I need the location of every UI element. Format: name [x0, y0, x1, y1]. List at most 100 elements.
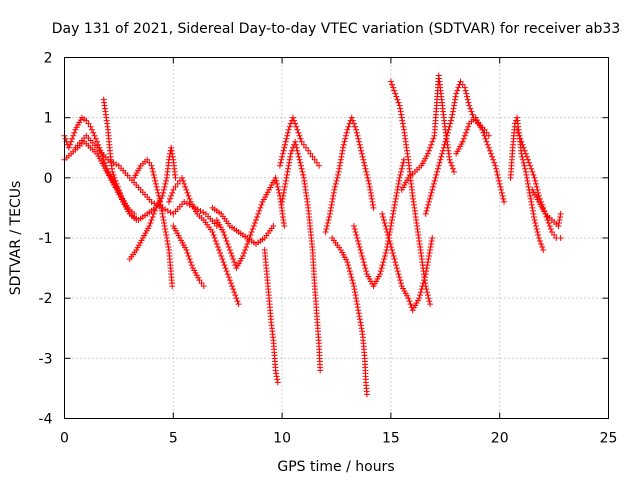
data-point: [551, 231, 558, 238]
data-point: [281, 183, 288, 190]
data-point: [485, 144, 492, 151]
data-point: [342, 132, 349, 139]
data-point: [395, 271, 402, 278]
data-point: [439, 147, 446, 154]
data-point: [482, 135, 489, 142]
data-point: [545, 219, 552, 226]
data-point: [305, 147, 312, 154]
data-point: [222, 265, 229, 272]
series-arc-m: [279, 138, 324, 374]
data-point: [354, 238, 361, 245]
data-point: [424, 292, 431, 299]
data-point: [518, 138, 525, 145]
data-point: [463, 90, 470, 97]
data-point: [452, 96, 459, 103]
data-point: [332, 180, 339, 187]
chart-title: Day 131 of 2021, Sidereal Day-to-day VTE…: [52, 21, 621, 37]
data-point: [150, 210, 157, 217]
data-point: [353, 129, 360, 136]
data-point: [367, 189, 374, 196]
data-point: [344, 259, 351, 266]
data-point: [441, 141, 448, 148]
data-point: [523, 174, 530, 181]
data-point: [213, 241, 220, 248]
data-point: [163, 235, 170, 241]
data-point: [392, 198, 399, 205]
data-point: [495, 177, 502, 184]
data-point: [220, 259, 227, 266]
data-point: [221, 262, 228, 269]
data-point: [346, 265, 353, 272]
y-tick-label: -2: [39, 291, 53, 307]
series-arc-c: [100, 96, 159, 223]
data-point: [256, 207, 263, 214]
data-point: [342, 135, 349, 142]
data-point: [354, 132, 361, 139]
data-point: [328, 201, 335, 208]
data-point: [418, 286, 425, 293]
data-point: [231, 259, 238, 266]
data-point: [234, 298, 241, 305]
data-point: [71, 129, 78, 136]
data-point: [362, 265, 369, 272]
data-point: [397, 105, 404, 112]
data-point: [281, 222, 288, 229]
tick-labels: 0 5 10 15 20 25 -4 -3 -2 -1 0 1 2: [39, 51, 618, 447]
data-point: [529, 207, 536, 214]
series-arc-i: [213, 174, 288, 272]
data-point: [393, 93, 400, 100]
data-point: [286, 159, 293, 166]
data-point: [515, 129, 522, 136]
data-point: [169, 189, 176, 196]
data-point: [368, 192, 375, 199]
data-point: [450, 105, 457, 112]
data-point: [377, 271, 384, 278]
data-point: [277, 159, 284, 166]
data-point: [353, 231, 360, 238]
data-point: [317, 367, 324, 374]
data-point: [331, 186, 338, 193]
data-point: [498, 186, 505, 193]
data-point: [322, 228, 329, 235]
data-point: [427, 247, 434, 254]
data-point: [360, 259, 367, 266]
data-point: [160, 189, 167, 196]
data-point: [520, 144, 527, 151]
data-point: [183, 247, 190, 254]
data-point: [292, 120, 299, 127]
data-point: [461, 84, 468, 91]
data-point: [424, 262, 431, 269]
data-point: [528, 201, 535, 208]
data-point: [348, 114, 355, 121]
data-point: [336, 162, 343, 169]
data-point: [225, 274, 232, 281]
data-point: [218, 253, 225, 260]
data-point: [351, 123, 358, 130]
data-point: [183, 186, 190, 193]
data-point: [161, 219, 168, 226]
data-point: [341, 138, 348, 145]
data-point: [323, 225, 330, 232]
data-point: [300, 171, 307, 178]
data-point: [434, 168, 441, 175]
data-point: [197, 207, 204, 214]
data-point: [230, 286, 237, 293]
x-tick-label: 10: [273, 431, 291, 447]
data-point: [227, 250, 234, 257]
data-point: [528, 165, 535, 172]
data-point: [464, 93, 471, 100]
data-point: [428, 238, 435, 245]
data-point: [546, 222, 553, 229]
data-point: [164, 238, 171, 245]
data-point: [252, 216, 259, 223]
plot-frame: [64, 57, 609, 419]
data-point: [219, 256, 226, 263]
data-point: [460, 135, 467, 142]
data-point: [381, 219, 388, 226]
data-point: [392, 259, 399, 266]
data-point: [532, 180, 539, 187]
data-point: [170, 186, 177, 193]
data-point: [379, 210, 386, 217]
data-point: [242, 247, 249, 254]
data-point: [164, 241, 171, 248]
